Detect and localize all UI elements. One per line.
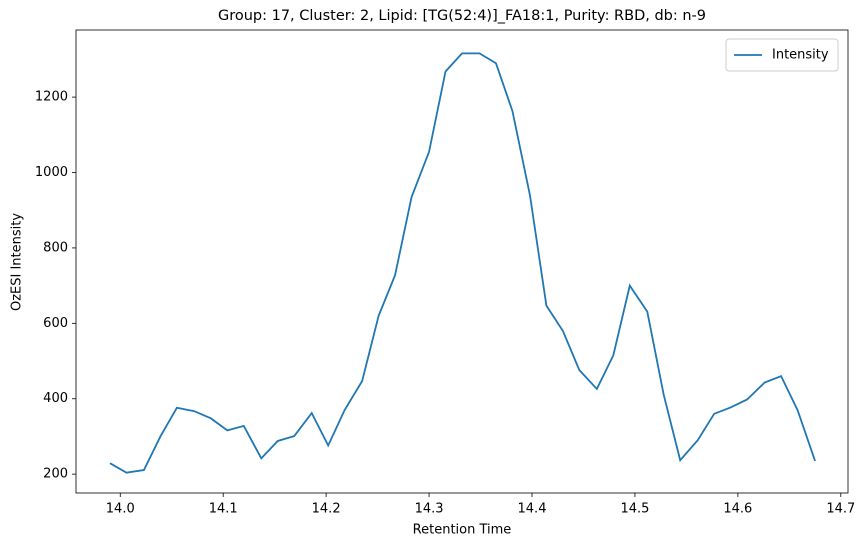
y-tick-label: 600: [43, 316, 68, 331]
y-tick-label: 1000: [35, 165, 68, 180]
x-tick-label: 14.2: [312, 502, 341, 517]
y-tick-label: 200: [43, 467, 68, 482]
x-tick-label: 14.3: [415, 502, 444, 517]
x-tick-label: 14.6: [723, 502, 752, 517]
legend-box: [725, 38, 839, 72]
y-tick-label: 1200: [35, 90, 68, 105]
x-tick-label: 14.5: [620, 502, 649, 517]
data-line: [109, 52, 816, 474]
y-tick-label: 400: [43, 391, 68, 406]
x-tick-label: 14.4: [518, 502, 547, 517]
y-axis-label: OzESI Intensity: [10, 213, 25, 311]
x-tick-label: 14.0: [106, 502, 135, 517]
x-tick-label: 14.1: [209, 502, 238, 517]
y-tick-label: 800: [43, 240, 68, 255]
legend-label: Intensity: [772, 48, 829, 63]
plot-frame: [75, 29, 849, 494]
x-axis-label: Retention Time: [413, 523, 512, 538]
x-tick-label: 14.7: [826, 502, 855, 517]
chart-title: Group: 17, Cluster: 2, Lipid: [TG(52:4)]…: [218, 8, 706, 24]
